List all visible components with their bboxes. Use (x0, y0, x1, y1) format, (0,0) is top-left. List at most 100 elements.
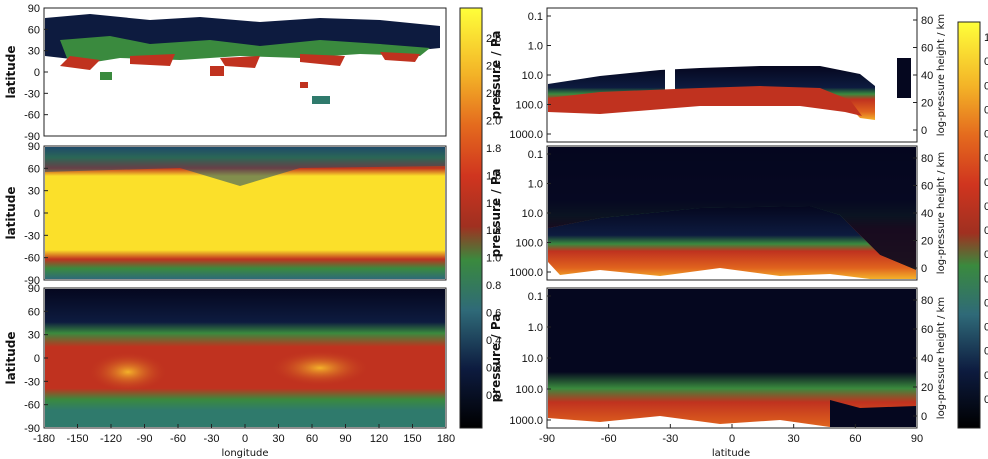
colorbar-right-tick: 0.003 (984, 346, 988, 358)
colorbar-left-tick: 2.4 (486, 60, 501, 72)
ytick-label-right: 60 (921, 324, 933, 336)
ylabel: latitude (4, 186, 18, 239)
ytick-label: 60 (28, 306, 40, 318)
hotspot (270, 350, 370, 386)
xtick-label: 180 (437, 433, 455, 445)
ylabel: latitude (4, 45, 18, 98)
right-x-axis: -90 -60 -30 0 30 60 90 (539, 424, 923, 445)
left-x-axis: -180 -150 -120 -90 -60 -30 0 30 60 90 120 150 180 (33, 424, 455, 445)
panel-right-middle (546, 145, 918, 281)
panel-right-bottom (546, 287, 918, 429)
colorbar-right-tick: 0.200 (984, 56, 988, 68)
xtick-label: -90 (539, 433, 555, 445)
ytick-label-right: 20 (921, 382, 933, 394)
colorbar-left-tick: 1.8 (486, 143, 501, 155)
ytick-label: 100.0 (515, 384, 543, 396)
ytick-label: 90 (28, 141, 40, 153)
upper-dark-region (548, 147, 916, 270)
ytick-label: -30 (24, 376, 40, 388)
xtick-label: -60 (170, 433, 186, 445)
ytick-label: 60 (28, 24, 40, 36)
xtick-label: 0 (242, 433, 248, 445)
xtick-label: 90 (339, 433, 351, 445)
xtick-label: 60 (306, 433, 318, 445)
colorbar-left-tick: 1.4 (486, 198, 501, 210)
colorbar-left-tick: 1.6 (486, 170, 501, 182)
xtick-label: -90 (137, 433, 153, 445)
ytick-label: -90 (24, 131, 40, 143)
colorbar-right-ticks: 1.000 0.200 0.100 0.080 0.060 0.040 0.010 0.009… (984, 32, 988, 406)
xlabel-left: longitude (221, 448, 268, 459)
xtick-label: -30 (204, 433, 220, 445)
panel-left-bottom (43, 287, 447, 429)
ytick-label: 30 (28, 186, 40, 198)
ytick-label: -60 (24, 110, 40, 122)
xtick-label: -30 (662, 433, 678, 445)
ytick-label-right: 80 (921, 15, 933, 27)
xtick-label: -120 (100, 433, 122, 445)
ytick-label: -30 (24, 230, 40, 242)
ylabel: latitude (4, 331, 18, 384)
colorbar-right-tick: 0.007 (984, 249, 988, 261)
ylabel: pressure / Pa (489, 314, 503, 403)
xlabel-right: latitude (712, 448, 750, 459)
ytick-label: 1000.0 (509, 129, 543, 141)
colorbar-left-tick: 0.0 (486, 390, 501, 402)
ytick-label-right: 0 (921, 411, 927, 423)
ytick-label: 10.0 (522, 353, 543, 365)
ylabel-right: log-pressure height / km (936, 297, 947, 419)
xtick-label: -180 (33, 433, 55, 445)
ytick-label-right: 40 (921, 208, 933, 220)
ytick-label: 0.1 (528, 11, 543, 23)
panel-right-top (546, 7, 918, 143)
hotspot (88, 352, 168, 392)
colorbar-right-tick: 0.008 (984, 225, 988, 237)
ytick-label: -60 (24, 400, 40, 412)
colorbar-right-tick: 0.006 (984, 273, 988, 285)
colorbar-right-tick: 0.001 (984, 370, 988, 382)
xtick-label: 0 (729, 433, 735, 445)
xtick-label: -150 (66, 433, 88, 445)
ytick-label: 90 (28, 283, 40, 295)
ytick-label: 0 (34, 208, 40, 220)
colorbar-right-tick: 0.080 (984, 104, 988, 116)
ytick-label: 100.0 (515, 100, 543, 112)
colorbar-right-tick: 0.005 (984, 297, 988, 309)
ytick-label-right: 20 (921, 236, 933, 248)
northern-boundary (45, 147, 445, 186)
ytick-label-right: 60 (921, 181, 933, 193)
lower-dark-region (830, 400, 916, 427)
xtick-label: 30 (272, 433, 284, 445)
ylabel: pressure / Pa (489, 31, 503, 120)
ytick-label: 90 (28, 3, 40, 15)
ytick-label: 0 (34, 353, 40, 365)
ytick-label: -60 (24, 253, 40, 265)
ytick-label: 1.0 (528, 41, 543, 53)
colorbar-left-bar (459, 7, 483, 429)
plot-area (548, 289, 916, 427)
ytick-label: -30 (24, 88, 40, 100)
colorbar-left-tick: 0.2 (486, 363, 501, 375)
ytick-label: 1.0 (528, 179, 543, 191)
ytick-label-right: 20 (921, 98, 933, 110)
colorbar-right-bar (957, 21, 981, 429)
ytick-label-right: 40 (921, 353, 933, 365)
ytick-label: 30 (28, 46, 40, 58)
colorbar-right-tick: 0.040 (984, 153, 988, 165)
ytick-label: 1000.0 (509, 415, 543, 427)
colorbar-right-tick: 0.060 (984, 129, 988, 141)
ytick-label: 0.1 (528, 291, 543, 303)
xtick-label: 60 (849, 433, 861, 445)
ytick-label: -90 (24, 275, 40, 287)
colorbar-left-tick: 1.2 (486, 225, 501, 237)
ytick-label: 0 (34, 67, 40, 79)
colorbar-left-tick: 2.0 (486, 115, 501, 127)
ytick-label-right: 80 (921, 153, 933, 165)
ytick-label: 30 (28, 330, 40, 342)
ytick-label-right: 0 (921, 263, 927, 275)
panel-left-middle (43, 145, 447, 281)
xtick-label: 90 (911, 433, 923, 445)
colorbar-left-tick: 2.6 (486, 33, 501, 45)
colorbar-left-tick: 2.2 (486, 88, 501, 100)
